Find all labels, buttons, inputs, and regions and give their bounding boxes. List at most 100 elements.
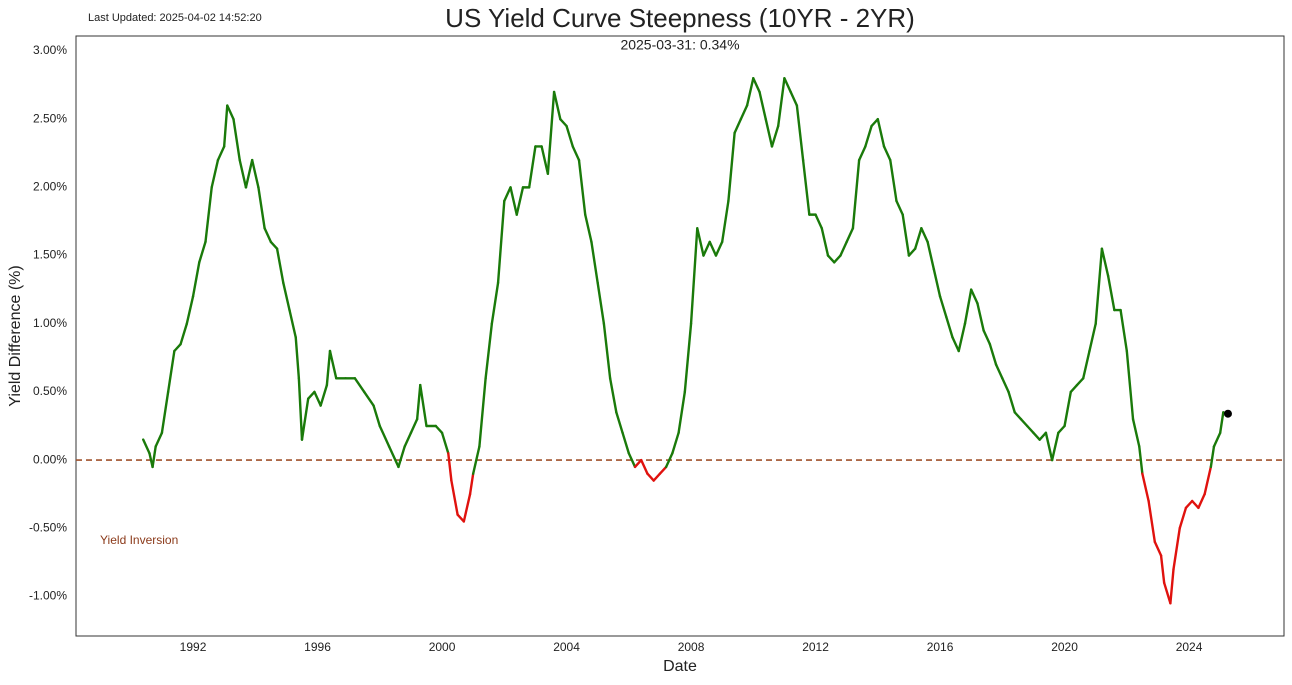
line-segment bbox=[758, 90, 767, 121]
x-tick-label: 2016 bbox=[927, 640, 954, 654]
line-segment bbox=[527, 145, 537, 189]
x-tick-label: 1992 bbox=[180, 640, 207, 654]
line-segment bbox=[325, 349, 332, 387]
line-segment bbox=[1209, 445, 1216, 469]
y-tick-label: -1.00% bbox=[29, 589, 67, 603]
y-tick-label: 2.50% bbox=[33, 111, 67, 125]
line-segment bbox=[1057, 424, 1066, 435]
line-segment bbox=[232, 117, 241, 162]
line-segment bbox=[1050, 431, 1060, 462]
line-segment bbox=[596, 281, 606, 325]
line-segment bbox=[269, 240, 279, 250]
line-segment bbox=[764, 117, 774, 148]
line-segment bbox=[976, 302, 985, 332]
line-segment bbox=[864, 124, 873, 148]
line-segment bbox=[945, 315, 954, 339]
line-segment bbox=[677, 390, 687, 435]
line-segment bbox=[783, 77, 792, 94]
line-segment bbox=[490, 281, 500, 325]
line-segment bbox=[1100, 247, 1110, 278]
line-segment bbox=[602, 322, 612, 380]
line-segment bbox=[1131, 417, 1141, 448]
y-axis-label: Yield Difference (%) bbox=[7, 265, 24, 406]
line-segment bbox=[1119, 308, 1129, 353]
line-segment bbox=[951, 336, 960, 353]
line-segment bbox=[397, 445, 406, 469]
line-segment bbox=[403, 431, 413, 448]
updated-note: Last Updated: 2025-04-02 14:52:20 bbox=[88, 12, 262, 24]
line-segment bbox=[306, 390, 316, 400]
line-segment bbox=[1125, 349, 1135, 421]
line-segment bbox=[982, 329, 992, 346]
line-segment bbox=[275, 247, 285, 285]
line-segment bbox=[1162, 581, 1172, 605]
line-segment bbox=[658, 465, 668, 475]
line-segment bbox=[378, 424, 391, 448]
line-segment bbox=[1184, 499, 1194, 510]
line-segment bbox=[1038, 431, 1048, 441]
line-segment bbox=[1190, 499, 1200, 510]
line-segment bbox=[689, 227, 699, 325]
x-tick-label: 2004 bbox=[553, 640, 580, 654]
line-segment bbox=[1106, 274, 1116, 312]
line-segment bbox=[920, 227, 929, 244]
line-segment bbox=[447, 452, 453, 482]
line-segment bbox=[1141, 472, 1150, 503]
line-segment bbox=[845, 227, 855, 244]
line-segment bbox=[1069, 383, 1079, 394]
line-segment bbox=[988, 342, 998, 366]
line-segment bbox=[621, 431, 630, 455]
y-tick-label: 1.00% bbox=[33, 316, 67, 330]
y-tick-label: -0.50% bbox=[29, 520, 67, 534]
line-segment bbox=[1172, 527, 1181, 571]
latest-note: 2025-03-31: 0.34% bbox=[620, 37, 739, 53]
line-segment bbox=[282, 281, 291, 312]
line-segment bbox=[297, 377, 304, 441]
line-segment bbox=[1044, 431, 1054, 462]
line-segment bbox=[204, 186, 213, 244]
line-segment bbox=[1007, 390, 1016, 414]
line-segment bbox=[739, 104, 749, 121]
line-segment bbox=[294, 336, 301, 380]
chart-title: US Yield Curve Steepness (10YR - 2YR) bbox=[445, 3, 915, 33]
line-segment bbox=[496, 199, 506, 285]
line-segment bbox=[1153, 540, 1163, 557]
line-segment bbox=[876, 117, 886, 148]
line-segment bbox=[913, 227, 923, 250]
y-tick-label: 1.50% bbox=[33, 248, 67, 262]
line-segment bbox=[1197, 492, 1206, 510]
line-segment bbox=[319, 383, 329, 407]
line-segment bbox=[468, 472, 475, 496]
line-segment bbox=[456, 513, 466, 523]
line-segment bbox=[222, 104, 229, 148]
line-segment bbox=[191, 261, 201, 298]
line-segment bbox=[584, 213, 593, 244]
line-segment bbox=[733, 117, 743, 135]
line-segment bbox=[571, 145, 581, 162]
line-segment bbox=[415, 383, 422, 421]
line-segment bbox=[1138, 445, 1144, 475]
line-segment bbox=[1032, 431, 1041, 441]
line-segment bbox=[646, 472, 655, 482]
y-tick-label: 2.00% bbox=[33, 180, 67, 194]
line-segment bbox=[727, 131, 736, 203]
x-tick-label: 2012 bbox=[802, 640, 829, 654]
line-segment bbox=[696, 227, 705, 257]
line-segment bbox=[882, 145, 892, 162]
line-segment bbox=[288, 308, 297, 339]
line-segment bbox=[1178, 506, 1188, 530]
line-segment bbox=[478, 377, 487, 448]
line-segment bbox=[1212, 431, 1222, 448]
y-tick-label: 3.00% bbox=[33, 43, 67, 57]
inversion-note: Yield Inversion bbox=[100, 533, 178, 547]
line-segment bbox=[889, 158, 898, 203]
line-segment bbox=[938, 295, 948, 319]
line-segment bbox=[777, 77, 786, 128]
line-segment bbox=[1169, 567, 1175, 605]
line-segment bbox=[714, 240, 724, 257]
line-segment bbox=[932, 267, 942, 298]
x-tick-label: 2000 bbox=[429, 640, 456, 654]
line-segment bbox=[839, 240, 848, 257]
